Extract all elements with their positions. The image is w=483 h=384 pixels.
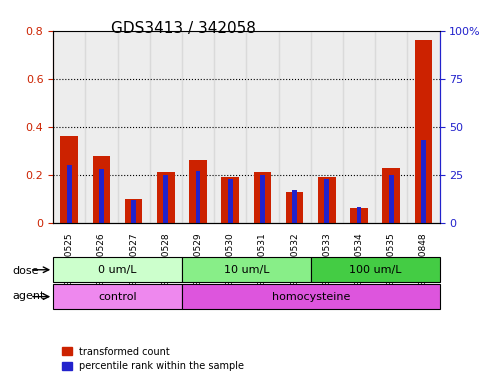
FancyBboxPatch shape xyxy=(311,257,440,282)
Bar xyxy=(343,31,375,223)
Bar xyxy=(157,172,175,223)
Bar xyxy=(350,208,368,223)
Bar xyxy=(214,31,246,223)
Bar xyxy=(163,175,168,223)
FancyBboxPatch shape xyxy=(182,284,440,309)
Text: GDS3413 / 342058: GDS3413 / 342058 xyxy=(111,21,256,36)
Bar xyxy=(131,200,136,223)
Bar xyxy=(318,177,336,223)
Bar xyxy=(67,165,71,223)
Bar xyxy=(246,31,279,223)
Bar xyxy=(85,31,117,223)
Bar xyxy=(356,207,361,223)
Text: control: control xyxy=(98,291,137,302)
Text: 100 um/L: 100 um/L xyxy=(349,265,401,275)
Bar xyxy=(407,31,440,223)
Text: 0 um/L: 0 um/L xyxy=(98,265,137,275)
Bar xyxy=(125,199,142,223)
Bar xyxy=(189,161,207,223)
Bar xyxy=(53,31,85,223)
Bar xyxy=(228,179,233,223)
Bar xyxy=(389,175,394,223)
Bar xyxy=(311,31,343,223)
Bar xyxy=(221,177,239,223)
Bar xyxy=(383,167,400,223)
FancyBboxPatch shape xyxy=(53,284,182,309)
Bar xyxy=(196,171,200,223)
Bar xyxy=(260,175,265,223)
Legend: transformed count, percentile rank within the sample: transformed count, percentile rank withi… xyxy=(58,343,248,375)
FancyBboxPatch shape xyxy=(53,257,182,282)
Text: homocysteine: homocysteine xyxy=(271,291,350,302)
Bar xyxy=(99,169,104,223)
Bar xyxy=(182,31,214,223)
Bar xyxy=(279,31,311,223)
Bar xyxy=(325,179,329,223)
Bar xyxy=(60,136,78,223)
Bar xyxy=(93,156,110,223)
Text: agent: agent xyxy=(12,291,44,301)
Bar xyxy=(150,31,182,223)
Bar xyxy=(421,140,426,223)
Bar xyxy=(292,190,297,223)
Text: 10 um/L: 10 um/L xyxy=(224,265,269,275)
Text: dose: dose xyxy=(12,266,39,276)
Bar xyxy=(286,192,303,223)
Bar xyxy=(117,31,150,223)
Bar xyxy=(254,172,271,223)
Bar xyxy=(375,31,407,223)
Bar xyxy=(414,40,432,223)
FancyBboxPatch shape xyxy=(182,257,311,282)
